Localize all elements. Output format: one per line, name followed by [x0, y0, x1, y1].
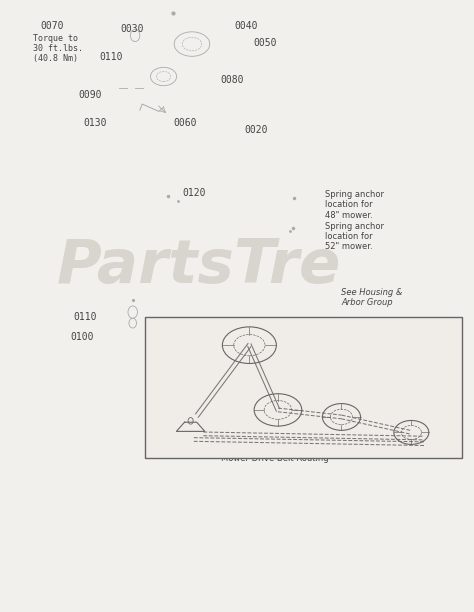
Text: Mower Drive Belt Routing: Mower Drive Belt Routing	[221, 454, 329, 463]
Text: PTO Clutch: PTO Clutch	[152, 373, 198, 382]
Text: 0060: 0060	[173, 118, 197, 127]
Text: Spring anchor
location for
48" mower.: Spring anchor location for 48" mower.	[325, 190, 383, 220]
Text: Idler Pulley: Idler Pulley	[374, 352, 421, 361]
FancyBboxPatch shape	[145, 317, 462, 458]
Text: 0020: 0020	[244, 125, 268, 135]
Text: 0040: 0040	[235, 21, 258, 31]
Text: Spring anchor
location for
52" mower.: Spring anchor location for 52" mower.	[325, 222, 383, 252]
Text: 0050: 0050	[254, 38, 277, 48]
Text: 0090: 0090	[78, 90, 102, 100]
Text: 0130: 0130	[83, 118, 107, 127]
Text: 0030: 0030	[121, 24, 145, 34]
Text: 0010: 0010	[182, 335, 206, 345]
Text: 0080: 0080	[220, 75, 244, 84]
Text: 0100: 0100	[70, 332, 94, 342]
Text: 0110: 0110	[73, 312, 97, 322]
Text: Arbor Drive
Pulley: Arbor Drive Pulley	[337, 321, 385, 340]
Text: 0120: 0120	[182, 188, 206, 198]
Text: 0070: 0070	[40, 21, 64, 31]
Text: Torque to
30 ft.lbs.
(40.8 Nm): Torque to 30 ft.lbs. (40.8 Nm)	[33, 34, 83, 64]
Text: 0110: 0110	[100, 52, 123, 62]
Text: PartsTre: PartsTre	[57, 237, 341, 296]
Text: See Housing &
Arbor Group: See Housing & Arbor Group	[341, 288, 402, 307]
